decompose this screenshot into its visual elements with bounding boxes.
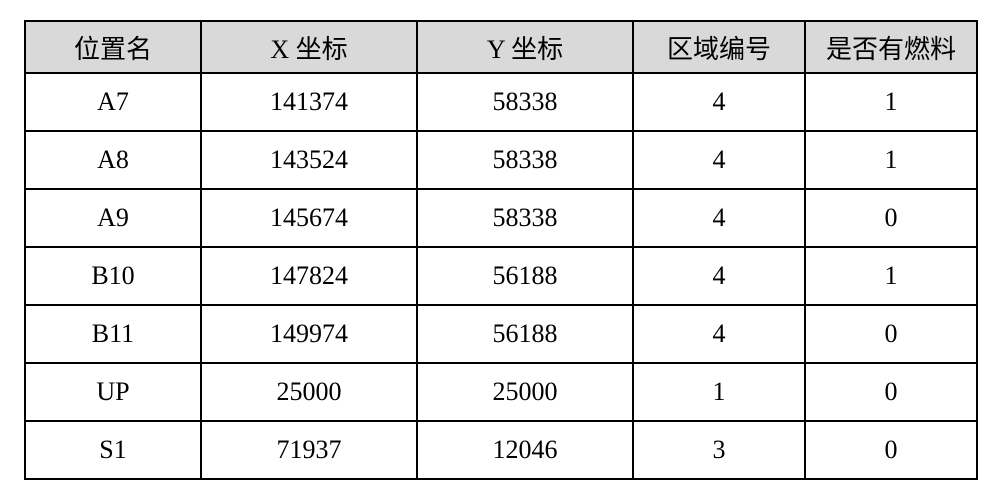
cell: 149974 <box>201 305 417 363</box>
cell: 3 <box>633 421 805 479</box>
cell: B10 <box>25 247 201 305</box>
table-row: A7 141374 58338 4 1 <box>25 73 977 131</box>
col-header: 区域编号 <box>633 21 805 73</box>
data-table: 位置名 X 坐标 Y 坐标 区域编号 是否有燃料 A7 141374 58338… <box>24 20 978 480</box>
cell: A7 <box>25 73 201 131</box>
col-header: 位置名 <box>25 21 201 73</box>
cell: 147824 <box>201 247 417 305</box>
cell: A9 <box>25 189 201 247</box>
cell: 0 <box>805 421 977 479</box>
table-row: A9 145674 58338 4 0 <box>25 189 977 247</box>
cell: 56188 <box>417 305 633 363</box>
cell: 0 <box>805 305 977 363</box>
table-row: UP 25000 25000 1 0 <box>25 363 977 421</box>
cell: 4 <box>633 247 805 305</box>
col-header: 是否有燃料 <box>805 21 977 73</box>
table-row: S1 71937 12046 3 0 <box>25 421 977 479</box>
cell: 0 <box>805 363 977 421</box>
cell: 4 <box>633 73 805 131</box>
cell: 4 <box>633 131 805 189</box>
table-header-row: 位置名 X 坐标 Y 坐标 区域编号 是否有燃料 <box>25 21 977 73</box>
cell: 141374 <box>201 73 417 131</box>
col-header: X 坐标 <box>201 21 417 73</box>
cell: 1 <box>805 247 977 305</box>
cell: UP <box>25 363 201 421</box>
cell: 56188 <box>417 247 633 305</box>
cell: S1 <box>25 421 201 479</box>
table-row: A8 143524 58338 4 1 <box>25 131 977 189</box>
cell: 12046 <box>417 421 633 479</box>
cell: 71937 <box>201 421 417 479</box>
cell: 4 <box>633 305 805 363</box>
cell: 58338 <box>417 189 633 247</box>
cell: 58338 <box>417 131 633 189</box>
cell: 143524 <box>201 131 417 189</box>
cell: 25000 <box>201 363 417 421</box>
table-row: B11 149974 56188 4 0 <box>25 305 977 363</box>
cell: 145674 <box>201 189 417 247</box>
table-row: B10 147824 56188 4 1 <box>25 247 977 305</box>
col-header: Y 坐标 <box>417 21 633 73</box>
cell: 1 <box>633 363 805 421</box>
cell: 58338 <box>417 73 633 131</box>
cell: 0 <box>805 189 977 247</box>
cell: A8 <box>25 131 201 189</box>
cell: 4 <box>633 189 805 247</box>
cell: 25000 <box>417 363 633 421</box>
table-body: A7 141374 58338 4 1 A8 143524 58338 4 1 … <box>25 73 977 479</box>
cell: B11 <box>25 305 201 363</box>
cell: 1 <box>805 131 977 189</box>
cell: 1 <box>805 73 977 131</box>
table-container: 位置名 X 坐标 Y 坐标 区域编号 是否有燃料 A7 141374 58338… <box>0 0 1000 500</box>
